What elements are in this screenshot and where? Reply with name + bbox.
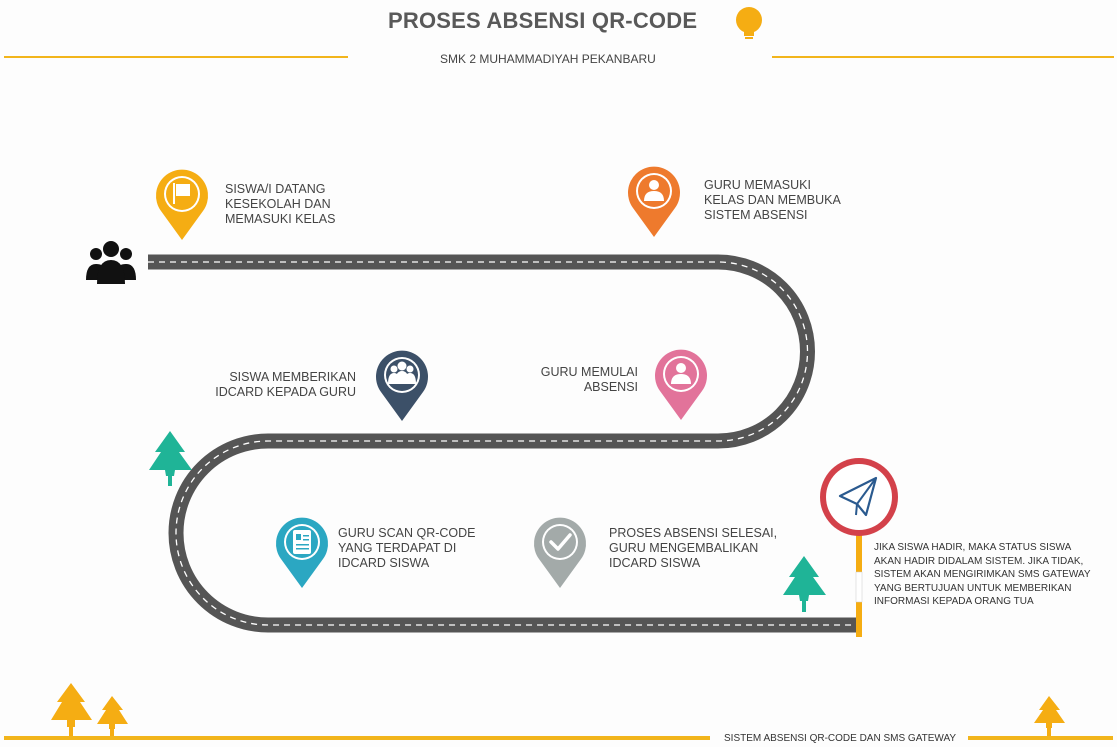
step-3-pin: [655, 349, 707, 420]
header-line-right: [772, 56, 1114, 58]
step-4-pin: [376, 350, 429, 421]
road-sign: [820, 458, 898, 637]
step-5-pin: [276, 517, 328, 588]
footer-line-left: [4, 736, 710, 740]
header-line-left: [4, 56, 348, 58]
light-bulb-icon: [736, 7, 762, 39]
checkmark-icon: [549, 533, 572, 551]
tree-icon: [51, 683, 92, 736]
group-icon: [388, 361, 416, 384]
page-subtitle: SMK 2 MUHAMMADIYAH PEKANBARU: [440, 52, 656, 66]
footer-line-right: [968, 736, 1113, 740]
page-title: PROSES ABSENSI QR-CODE: [388, 8, 698, 33]
step-6-pin: [534, 517, 586, 588]
flag-icon: [173, 183, 190, 204]
step-3-text: GURU MEMULAI ABSENSI: [540, 365, 638, 394]
tree-icon: [149, 431, 192, 486]
paper-plane-icon: [838, 476, 878, 517]
step-2-text: GURU MEMASUKI KELAS DAN MEMBUKA SISTEM A…: [704, 178, 841, 222]
step-1-pin: [156, 169, 208, 240]
tree-icon: [97, 696, 128, 736]
tree-icon: [1034, 696, 1065, 736]
road-path: [148, 254, 858, 633]
step-4-text: SISWA MEMBERIKAN IDCARD KEPADA GURU: [215, 370, 356, 399]
step-6-text: PROSES ABSENSI SELESAI, GURU MENGEMBALIK…: [609, 526, 778, 570]
sign-note-text: JIKA SISWA HADIR, MAKA STATUS SISWA AKAN…: [874, 542, 1091, 607]
tree-icon: [783, 556, 826, 612]
footer-text: SISTEM ABSENSI QR-CODE DAN SMS GATEWAY: [724, 733, 957, 744]
step-2-pin: [628, 166, 680, 237]
people-group-icon: [86, 241, 136, 284]
id-card-icon: [293, 530, 311, 554]
person-icon: [671, 363, 691, 384]
step-5-text: GURU SCAN QR-CODE YANG TERDAPAT DI IDCAR…: [338, 526, 476, 570]
person-icon: [644, 180, 664, 201]
step-1-text: SISWA/I DATANG KESEKOLAH DAN MEMASUKI KE…: [225, 182, 336, 226]
